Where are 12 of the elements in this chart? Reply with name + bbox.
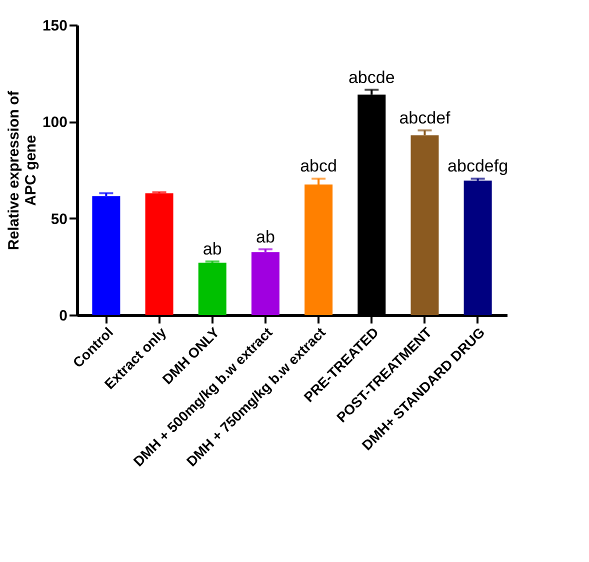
annotation: abcde <box>348 68 395 87</box>
annotation: abcdef <box>399 108 451 128</box>
y-axis-title: Relative expression of APC gene <box>5 90 40 250</box>
y-tick-label: 150 <box>42 18 68 34</box>
annotation: abcdefg <box>448 156 508 176</box>
bar <box>410 135 439 315</box>
annotation: ab <box>202 239 222 258</box>
y-tick-label: 100 <box>42 114 68 132</box>
annotation: ab <box>256 227 275 246</box>
y-tick-label: 50 <box>50 210 68 228</box>
y-tick-label: 0 <box>59 308 68 324</box>
annotation: abcd <box>300 156 337 176</box>
